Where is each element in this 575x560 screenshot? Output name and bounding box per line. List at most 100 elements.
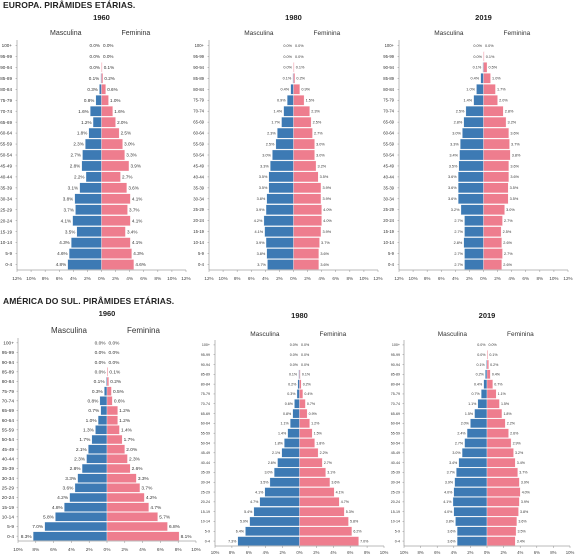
- x-tick-label: 6%: [56, 276, 64, 282]
- section-title-europe: EUROPA. PIRÂMIDES ETÁRIAS.: [3, 0, 136, 10]
- female-bar: [293, 127, 313, 139]
- female-bar: [106, 376, 109, 387]
- male-label: Masculina: [250, 331, 280, 338]
- pyramid-europe-1980: 1980 Masculina Feminina 100+ 0.0% 0.0% 95-99 0.…: [190, 12, 382, 287]
- male-value-label: 3.5%: [65, 229, 75, 234]
- female-value-label: 1.2%: [119, 408, 131, 414]
- female-value-label: 3.0%: [506, 208, 515, 212]
- female-bar: [101, 116, 116, 128]
- female-bar: [293, 73, 296, 84]
- male-value-label: 0.3%: [92, 389, 104, 395]
- female-value-label: 4.0%: [323, 219, 332, 223]
- age-group-label: 100+: [2, 43, 13, 48]
- age-group-label: 55-59: [201, 431, 210, 435]
- male-bar: [237, 536, 300, 546]
- male-value-label: 2.1%: [272, 451, 281, 455]
- female-value-label: 3.6%: [331, 480, 340, 484]
- age-group-label: 80-84: [193, 87, 204, 92]
- male-bar: [76, 226, 102, 237]
- male-value-label: 0.1%: [289, 373, 298, 377]
- female-value-label: 3.4%: [127, 229, 137, 234]
- x-tick-label: 2%: [467, 550, 473, 555]
- male-value-label: 0.0%: [90, 65, 100, 70]
- chart-year-title: 1960: [93, 13, 110, 22]
- female-value-label: 0.5%: [113, 389, 125, 395]
- female-bar: [106, 367, 109, 377]
- male-value-label: 3.3%: [260, 164, 269, 168]
- male-bar: [453, 487, 488, 497]
- female-bar: [299, 418, 310, 429]
- male-value-label: 0.1%: [89, 76, 99, 81]
- female-bar: [293, 116, 312, 128]
- male-bar: [458, 457, 488, 468]
- female-value-label: 3.7%: [511, 142, 520, 146]
- female-value-label: 0.2%: [104, 76, 114, 81]
- female-value-label: 2.8%: [505, 110, 514, 114]
- female-bar: [483, 259, 502, 270]
- age-group-label: 25-29: [2, 486, 15, 492]
- male-label: Masculina: [50, 30, 82, 37]
- age-group-label: 85-89: [0, 76, 12, 81]
- age-group-label: 50-54: [0, 153, 12, 158]
- female-value-label: 0.1%: [109, 370, 121, 376]
- male-bar: [277, 457, 300, 468]
- female-bar: [106, 405, 118, 416]
- age-group-label: 55-59: [2, 428, 15, 434]
- male-bar: [294, 399, 300, 409]
- age-group-label: 95-99: [383, 54, 394, 59]
- male-value-label: 2.8%: [454, 241, 463, 245]
- female-bar: [486, 350, 488, 360]
- x-tick-label: 4%: [70, 276, 78, 282]
- male-value-label: 6.4%: [236, 530, 245, 534]
- female-bar: [299, 507, 345, 517]
- female-value-label: 2.5%: [503, 230, 512, 234]
- male-value-label: 3.8%: [446, 520, 455, 524]
- age-group-label: 85-89: [193, 76, 204, 81]
- female-bar: [101, 138, 123, 150]
- female-value-label: 3.4%: [517, 539, 526, 543]
- female-value-label: 1.8%: [503, 412, 512, 416]
- age-group-label: 45-49: [391, 451, 400, 455]
- pyramid-europe-2019: 2019 Masculina Feminina 100+ 0.0% 0.0% 95-99 0.…: [382, 12, 572, 287]
- male-value-label: 3.6%: [447, 530, 456, 534]
- female-value-label: 3.5%: [510, 186, 519, 190]
- male-bar: [477, 399, 488, 409]
- male-value-label: 0.0%: [290, 343, 299, 347]
- female-bar: [293, 106, 310, 117]
- chart-year-title: 2019: [479, 311, 496, 320]
- x-tick-label: 0%: [98, 276, 106, 282]
- age-group-label: 35-39: [2, 466, 15, 472]
- x-tick-label: 2%: [279, 550, 285, 555]
- male-bar: [100, 405, 108, 416]
- male-bar: [266, 248, 294, 259]
- female-bar: [483, 106, 504, 117]
- male-value-label: 0.1%: [283, 77, 292, 81]
- age-group-label: 60-64: [201, 422, 210, 426]
- female-value-label: 0.6%: [107, 87, 117, 92]
- x-tick-label: 8%: [537, 276, 544, 281]
- age-group-label: 30-34: [391, 480, 400, 484]
- age-group-label: 75-79: [201, 392, 210, 396]
- male-bar: [268, 171, 294, 183]
- male-value-label: 1.3%: [83, 428, 95, 434]
- female-bar: [106, 425, 120, 435]
- age-group-label: 70-74: [193, 109, 204, 114]
- section-title-south-america: AMÉRICA DO SUL. PIRÂMIDES ETÁRIAS.: [3, 296, 175, 306]
- x-tick-label: 10%: [566, 550, 575, 555]
- male-value-label: 0.8%: [84, 98, 94, 103]
- male-value-label: 3.0%: [452, 451, 461, 455]
- female-value-label: 3.9%: [521, 480, 530, 484]
- female-bar: [486, 536, 516, 546]
- x-tick-label: 0%: [290, 276, 297, 281]
- male-bar: [97, 415, 108, 425]
- female-bar: [293, 160, 317, 172]
- female-bar: [486, 379, 493, 389]
- age-group-label: 10-14: [391, 520, 400, 524]
- female-bar: [483, 138, 510, 150]
- female-value-label: 2.9%: [513, 441, 522, 445]
- male-value-label: 0.0%: [473, 44, 482, 48]
- x-tick-label: 8%: [417, 550, 423, 555]
- male-bar: [463, 237, 484, 248]
- female-bar: [293, 259, 320, 270]
